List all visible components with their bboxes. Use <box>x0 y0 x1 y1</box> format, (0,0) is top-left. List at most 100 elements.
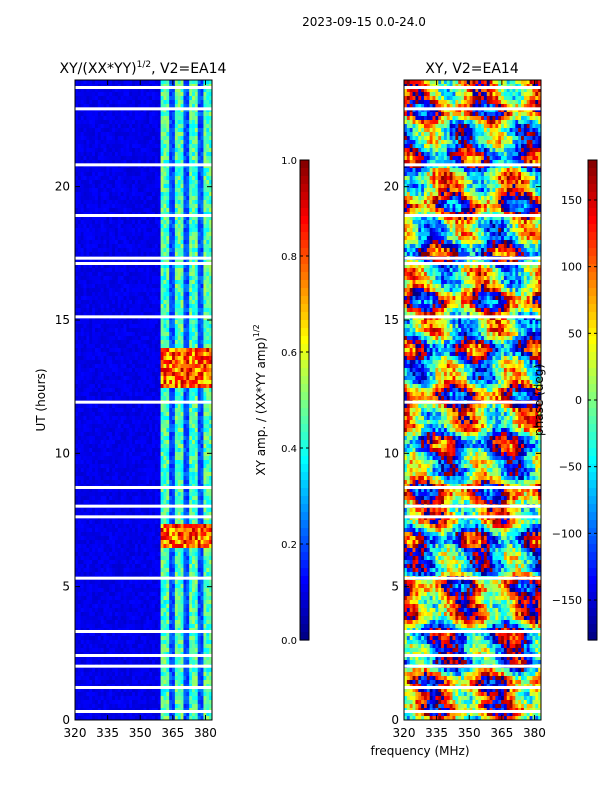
heatmap-cell <box>149 324 153 329</box>
heatmap-cell <box>103 120 107 125</box>
heatmap-cell <box>192 96 196 101</box>
heatmap-cell <box>146 152 150 157</box>
heatmap-cell <box>94 124 99 129</box>
heatmap-cell <box>89 156 93 161</box>
heatmap-cell <box>132 148 136 153</box>
heatmap-cell <box>103 312 107 317</box>
heatmap-cell <box>192 80 196 85</box>
heatmap-cell <box>132 112 136 117</box>
heatmap-cell <box>137 248 142 253</box>
heatmap-cell <box>154 328 159 333</box>
heatmap-cell <box>83 80 87 85</box>
heatmap-cell <box>117 228 122 233</box>
heatmap-cell <box>120 384 124 389</box>
heatmap-cell <box>149 244 153 249</box>
heatmap-cell <box>169 132 173 137</box>
heatmap-cell <box>203 220 207 225</box>
heatmap-cell <box>192 180 196 185</box>
heatmap-cell <box>160 204 164 209</box>
heatmap-cell <box>114 200 119 205</box>
heatmap-cell <box>117 132 122 137</box>
heatmap-cell <box>189 264 193 269</box>
heatmap-cell <box>80 120 84 125</box>
heatmap-cell <box>123 396 127 401</box>
heatmap-cell <box>109 312 113 317</box>
heatmap-cell <box>174 324 179 329</box>
heatmap-cell <box>137 368 142 373</box>
heatmap-cell <box>103 456 107 461</box>
heatmap-cell <box>112 136 116 141</box>
heatmap-cell <box>137 100 142 105</box>
heatmap-cell <box>172 284 176 289</box>
heatmap-cell <box>112 228 116 233</box>
heatmap-cell <box>114 300 119 305</box>
heatmap-cell <box>117 324 122 329</box>
heatmap-cell <box>189 488 193 493</box>
heatmap-cell <box>83 428 87 433</box>
heatmap-cell <box>80 460 84 465</box>
heatmap-cell <box>117 252 122 257</box>
heatmap-cell <box>200 120 204 125</box>
heatmap-cell <box>160 300 164 305</box>
heatmap-cell <box>172 292 176 297</box>
figure-suptitle: 2023-09-15 0.0-24.0 <box>302 15 426 29</box>
heatmap-cell <box>117 328 122 333</box>
heatmap-cell <box>209 280 213 285</box>
heatmap-cell <box>209 80 213 85</box>
heatmap-cell <box>163 388 167 393</box>
heatmap-cell <box>154 152 159 157</box>
heatmap-cell <box>94 336 99 341</box>
heatmap-cell <box>143 168 147 173</box>
heatmap-cell <box>186 312 190 317</box>
heatmap-cell <box>83 272 87 277</box>
heatmap-cell <box>172 116 176 121</box>
heatmap-cell <box>120 412 124 417</box>
heatmap-cell <box>109 304 113 309</box>
heatmap-cell <box>89 404 93 409</box>
heatmap-cell <box>94 176 99 181</box>
heatmap-cell <box>134 468 139 473</box>
heatmap-cell <box>109 296 113 301</box>
heatmap-cell <box>203 244 207 249</box>
heatmap-cell <box>149 180 153 185</box>
heatmap-cell <box>114 328 119 333</box>
heatmap-cell <box>112 364 116 369</box>
heatmap-cell <box>152 300 156 305</box>
heatmap-cell <box>163 492 167 497</box>
heatmap-cell <box>203 232 207 237</box>
heatmap-cell <box>157 396 162 401</box>
heatmap-cell <box>129 200 133 205</box>
heatmap-cell <box>192 488 196 493</box>
heatmap-cell <box>75 492 79 497</box>
heatmap-cell <box>140 192 144 197</box>
heatmap-cell <box>94 136 99 141</box>
heatmap-cell <box>152 340 156 345</box>
heatmap-cell <box>149 440 153 445</box>
heatmap-cell <box>114 404 119 409</box>
heatmap-cell <box>206 344 210 349</box>
heatmap-cell <box>149 124 153 129</box>
heatmap-cell <box>177 348 182 353</box>
heatmap-cell <box>117 404 122 409</box>
heatmap-cell <box>89 412 93 417</box>
heatmap-cell <box>80 88 84 93</box>
heatmap-cell <box>126 472 130 477</box>
heatmap-cell <box>152 476 156 481</box>
heatmap-cell <box>192 456 196 461</box>
heatmap-cell <box>157 216 162 221</box>
heatmap-cell <box>97 128 102 133</box>
heatmap-cell <box>157 296 162 301</box>
left-panel-title: XY/(XX*YY)1/2, V2=EA14 <box>60 60 227 77</box>
heatmap-cell <box>126 424 130 429</box>
heatmap-cell <box>163 192 167 197</box>
heatmap-cell <box>160 264 164 269</box>
heatmap-cell <box>174 408 179 413</box>
heatmap-cell <box>83 440 87 445</box>
heatmap-cell <box>86 488 90 493</box>
heatmap-cell <box>154 280 159 285</box>
heatmap-cell <box>169 440 173 445</box>
heatmap-cell <box>180 452 184 457</box>
heatmap-cell <box>149 288 153 293</box>
heatmap-cell <box>83 132 87 137</box>
heatmap-cell <box>117 360 122 365</box>
